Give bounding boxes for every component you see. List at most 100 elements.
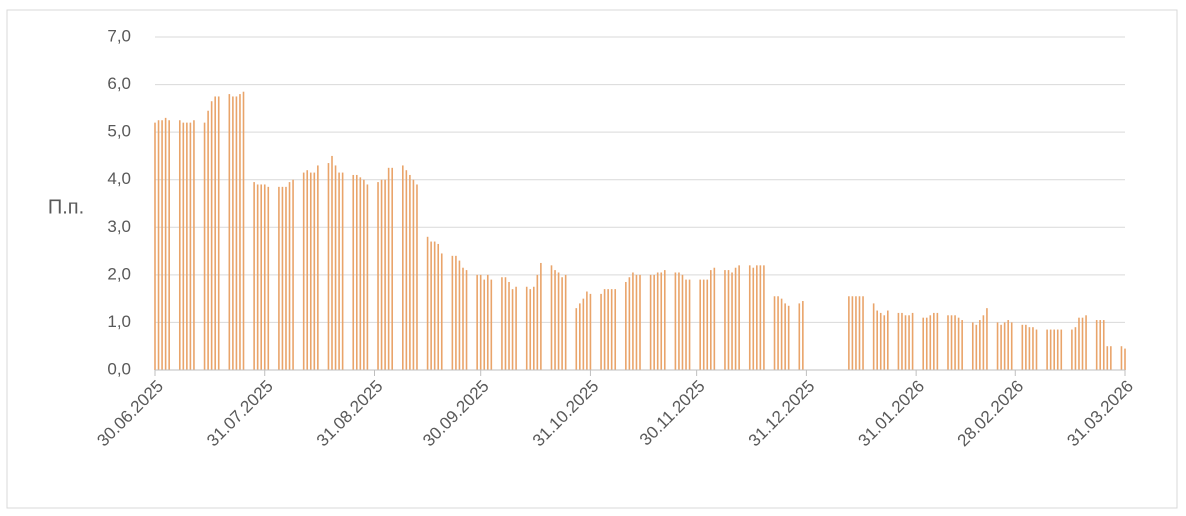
bar [979, 320, 981, 370]
bar [879, 312, 882, 370]
bar [430, 241, 432, 370]
y-tick-label: 3,0 [107, 217, 131, 236]
bar [1095, 320, 1098, 370]
bar [628, 277, 631, 370]
bar [777, 296, 779, 370]
bar [508, 281, 510, 370]
bar [331, 155, 333, 370]
bar [975, 324, 978, 370]
bar [1000, 324, 1002, 370]
bar [564, 274, 567, 370]
bar [1010, 322, 1013, 370]
bar [1035, 329, 1038, 370]
bar [763, 265, 765, 370]
bar [207, 110, 209, 370]
bar [465, 270, 468, 370]
bar [702, 279, 705, 370]
bar [501, 277, 503, 370]
bar [996, 322, 999, 370]
bar [409, 174, 411, 370]
bar [947, 315, 949, 370]
bar [911, 312, 914, 370]
bar [681, 274, 684, 370]
bar [961, 320, 963, 370]
bar [780, 298, 783, 370]
bar [1085, 315, 1087, 370]
bar [228, 94, 231, 370]
bar [186, 122, 188, 370]
bar [798, 303, 801, 370]
bar [787, 305, 790, 370]
bar [391, 167, 393, 370]
bar [1099, 320, 1102, 370]
bar [872, 303, 875, 370]
bar [724, 270, 726, 370]
bar [193, 120, 195, 370]
bar [189, 122, 192, 370]
bar [1046, 329, 1048, 370]
bar [426, 236, 429, 370]
bar [904, 315, 907, 370]
bar [540, 262, 542, 370]
bar [278, 186, 280, 370]
bar [352, 174, 355, 370]
bar [532, 286, 535, 370]
bar [242, 91, 245, 370]
bar [600, 293, 602, 370]
bar [515, 286, 517, 370]
bar [486, 274, 489, 370]
bar [479, 274, 482, 370]
bar [1021, 324, 1024, 370]
bar [883, 315, 886, 370]
bar [232, 96, 234, 370]
bar [157, 120, 160, 370]
bar [292, 179, 294, 370]
bar [582, 298, 585, 370]
bar [706, 279, 709, 370]
bar [858, 296, 861, 370]
bar [752, 267, 755, 370]
y-axis-label: П.п. [48, 196, 84, 218]
bar [302, 172, 305, 370]
bar [699, 279, 701, 370]
bar [607, 289, 609, 370]
bar [603, 289, 606, 370]
bar [610, 289, 613, 370]
bar [855, 296, 857, 370]
bar [253, 182, 255, 370]
y-tick-label: 7,0 [107, 26, 131, 45]
bar [957, 317, 960, 370]
bar [561, 277, 563, 370]
bar [1120, 346, 1123, 370]
bar [455, 255, 457, 370]
bar [897, 312, 900, 370]
bar [933, 312, 935, 370]
bar [235, 96, 238, 370]
bar [887, 310, 889, 370]
bar [182, 122, 185, 370]
bar [366, 184, 369, 370]
bar [748, 265, 751, 370]
bar [660, 272, 663, 370]
bar [490, 279, 493, 370]
bar [848, 296, 850, 370]
bar [306, 170, 309, 370]
bar [663, 270, 666, 370]
bar [285, 186, 287, 370]
bar [1025, 324, 1027, 370]
bar [458, 260, 461, 370]
bar [405, 170, 408, 370]
bar [784, 303, 786, 370]
bar [281, 186, 284, 370]
bar [511, 289, 514, 370]
bar [986, 308, 988, 370]
bar [554, 270, 556, 370]
bar [440, 253, 443, 370]
bar [1056, 329, 1059, 370]
bar [685, 279, 687, 370]
bar [1102, 320, 1105, 370]
chart-frame [6, 9, 1178, 509]
bar [635, 274, 638, 370]
bar [504, 277, 507, 370]
